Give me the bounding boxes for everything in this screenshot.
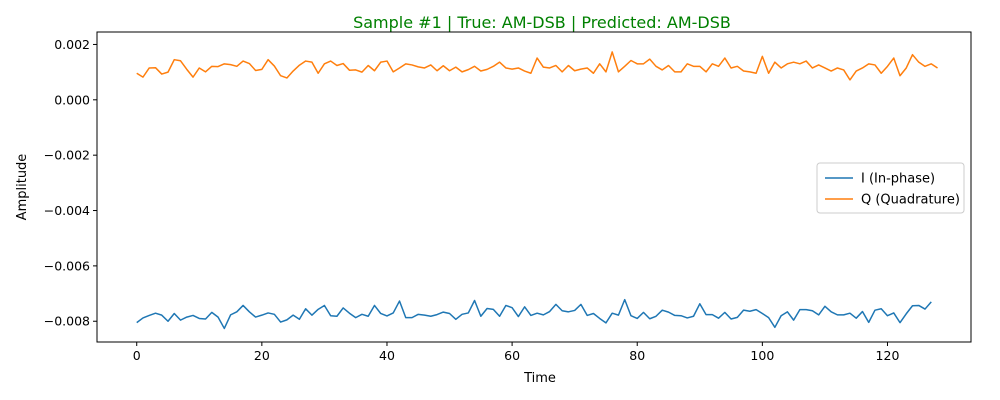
x-tick-label: 0 xyxy=(133,348,141,363)
legend-label: I (In-phase) xyxy=(861,172,935,187)
y-tick-label: −0.008 xyxy=(44,314,90,329)
x-tick-label: 100 xyxy=(750,348,774,363)
series-line-q xyxy=(136,51,938,81)
x-tick-label: 20 xyxy=(254,348,270,363)
y-tick-label: −0.002 xyxy=(44,148,90,163)
chart-title: Sample #1 | True: AM-DSB | Predicted: AM… xyxy=(353,13,731,32)
plot-area xyxy=(96,31,972,343)
x-tick-label: 60 xyxy=(504,348,520,363)
y-tick-label: −0.004 xyxy=(44,203,90,218)
legend-box xyxy=(816,162,965,214)
x-axis: 0 20 40 60 80 100 120 xyxy=(133,342,900,363)
series-line-i xyxy=(136,298,932,330)
x-tick-label: 80 xyxy=(629,348,645,363)
y-tick-label: 0.002 xyxy=(54,37,90,52)
y-tick-label: 0.000 xyxy=(54,92,90,107)
x-axis-label: Time xyxy=(523,371,556,386)
y-axis-label: Amplitude xyxy=(15,154,30,221)
x-tick-label: 120 xyxy=(876,348,900,363)
y-tick-label: −0.006 xyxy=(44,258,90,273)
series-layer xyxy=(136,51,938,330)
y-axis: −0.008 −0.006 −0.004 −0.002 0.000 0.002 xyxy=(44,37,97,329)
legend: I (In-phase) Q (Quadrature) xyxy=(816,162,965,214)
x-tick-label: 40 xyxy=(379,348,395,363)
plot-frame xyxy=(96,31,972,343)
legend-label: Q (Quadrature) xyxy=(861,193,960,208)
